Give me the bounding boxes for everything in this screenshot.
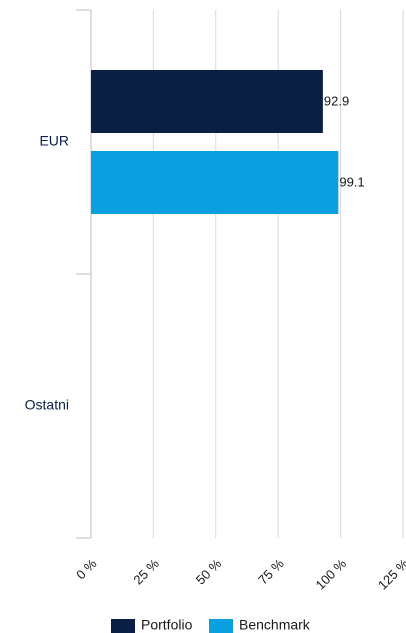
legend-swatch xyxy=(111,619,135,633)
bar xyxy=(91,151,339,214)
legend-label: Portfolio xyxy=(141,617,193,633)
legend-label: Benchmark xyxy=(239,617,311,633)
x-tick-label: 0 % xyxy=(73,556,100,583)
x-tick-label: 50 % xyxy=(193,556,225,588)
x-tick-label: 125 % xyxy=(375,556,406,593)
y-tick-label: EUR xyxy=(39,133,69,149)
x-tick-label: 100 % xyxy=(312,556,349,593)
legend-swatch xyxy=(209,619,233,633)
x-tick-label: 25 % xyxy=(130,556,162,588)
bar xyxy=(91,70,323,133)
y-tick-label: Ostatni xyxy=(25,397,69,413)
x-tick-label: 75 % xyxy=(255,556,287,588)
data-label: 99.1 xyxy=(339,174,364,189)
data-label: 92.9 xyxy=(324,93,349,108)
